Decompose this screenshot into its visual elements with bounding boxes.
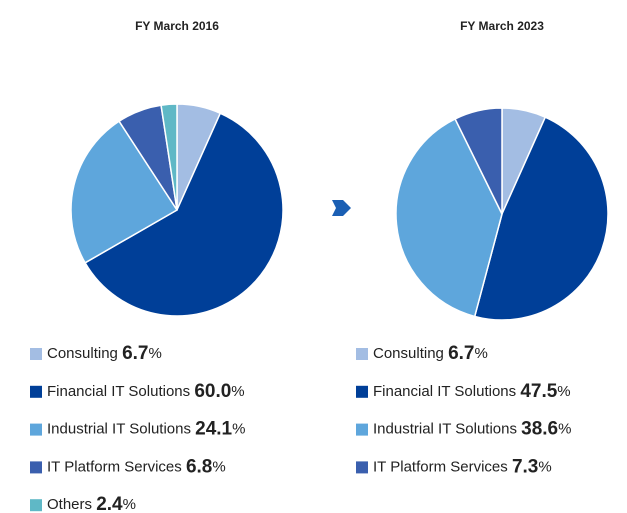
pie-slice bbox=[473, 116, 609, 321]
value-label: 6.8 bbox=[186, 456, 212, 477]
pie-slice bbox=[395, 117, 503, 318]
legend-label: Consulting bbox=[373, 345, 444, 362]
value-unit: % bbox=[148, 345, 161, 362]
legend-label: IT Platform Services bbox=[47, 458, 182, 475]
legend-swatch bbox=[356, 385, 368, 398]
value-label: 6.7 bbox=[122, 343, 148, 364]
chart-title: FY March 2016 bbox=[135, 19, 219, 33]
value-label: 60.0 bbox=[194, 381, 231, 402]
value-label: 24.1 bbox=[195, 419, 232, 440]
legend-entry: IT Platform Services 7.3% bbox=[373, 456, 552, 477]
pie-slice bbox=[70, 120, 179, 264]
legend-swatch bbox=[356, 348, 368, 360]
value-unit: % bbox=[474, 345, 487, 362]
value-label: 2.4 bbox=[96, 494, 123, 513]
legend-label: Industrial IT Solutions bbox=[47, 421, 191, 438]
value-unit: % bbox=[558, 421, 571, 438]
legend-swatch bbox=[30, 385, 42, 398]
value-unit: % bbox=[232, 421, 245, 438]
legend-label: IT Platform Services bbox=[373, 458, 508, 475]
value-label: 6.7 bbox=[448, 343, 474, 364]
legend-swatch bbox=[30, 423, 42, 436]
chart-title: FY March 2023 bbox=[460, 19, 544, 33]
legend-entry: Others 2.4% bbox=[47, 494, 136, 513]
legend-swatch bbox=[356, 461, 368, 474]
legend-label: Others bbox=[47, 496, 92, 513]
legend-label: Financial IT Solutions bbox=[373, 383, 516, 400]
value-unit: % bbox=[557, 383, 570, 400]
legend-label: Financial IT Solutions bbox=[47, 383, 190, 400]
legend-label: Consulting bbox=[47, 345, 118, 362]
pie-slice bbox=[160, 103, 178, 211]
legend-entry: Financial IT Solutions 47.5% bbox=[373, 381, 571, 402]
arrow bbox=[332, 200, 351, 216]
pie-slice bbox=[84, 112, 284, 317]
legend-entry: Industrial IT Solutions 24.1% bbox=[47, 419, 245, 440]
value-unit: % bbox=[231, 383, 244, 400]
legend-swatch bbox=[356, 423, 368, 436]
legend-swatch bbox=[30, 499, 42, 512]
value-unit: % bbox=[123, 496, 136, 513]
legend-label: Industrial IT Solutions bbox=[373, 421, 517, 438]
legend-entry: IT Platform Services 6.8% bbox=[47, 456, 226, 477]
pie-slice bbox=[454, 107, 503, 215]
legend-entry: Industrial IT Solutions 38.6% bbox=[373, 419, 571, 440]
legend-swatch bbox=[30, 348, 42, 360]
value-unit: % bbox=[212, 458, 225, 475]
value-label: 47.5 bbox=[520, 381, 557, 402]
value-unit: % bbox=[538, 458, 551, 475]
value-label: 7.3 bbox=[512, 456, 538, 477]
legend-entry: Consulting 6.7% bbox=[47, 343, 162, 364]
value-label: 38.6 bbox=[521, 419, 558, 440]
legend-entry: Financial IT Solutions 60.0% bbox=[47, 381, 245, 402]
legend-entry: Consulting 6.7% bbox=[373, 343, 488, 364]
legend-swatch bbox=[30, 461, 42, 474]
